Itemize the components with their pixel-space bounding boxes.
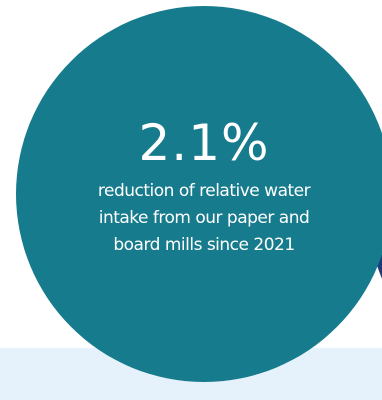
stat-value: 2.1%	[138, 114, 270, 172]
stat-caption: reduction of relative water intake from …	[97, 181, 311, 255]
stat-circle	[16, 6, 382, 382]
stat-block: 2.1% reduction of relative water intake …	[16, 6, 382, 382]
